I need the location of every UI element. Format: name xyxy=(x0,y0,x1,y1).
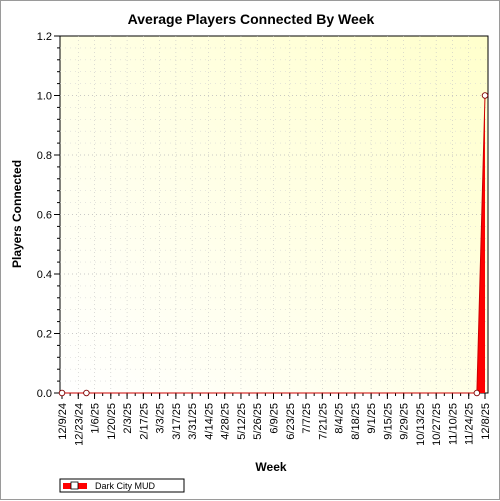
y-tick-label: 0.0 xyxy=(37,388,52,400)
x-tick-label: 3/31/25 xyxy=(187,403,199,440)
x-axis: 12/9/24 12/23/24 1/6/25 1/20/25 2/3/25 2/17/2… xyxy=(57,393,492,446)
x-tick-label: 2/17/25 xyxy=(138,403,150,440)
x-tick-label: 12/8/25 xyxy=(480,403,492,440)
x-tick-label: 2/3/25 xyxy=(122,403,134,434)
x-tick-label: 11/10/25 xyxy=(447,403,459,445)
x-tick-label: 6/23/25 xyxy=(285,403,297,440)
y-tick-label: 0.6 xyxy=(37,210,52,222)
x-tick-label: 1/6/25 xyxy=(90,403,102,434)
y-axis-label: Players Connected xyxy=(10,160,24,268)
y-tick-label: 0.4 xyxy=(37,269,52,281)
x-tick-label: 5/26/25 xyxy=(252,403,264,440)
data-point xyxy=(481,92,489,99)
x-tick-label: 8/18/25 xyxy=(350,403,362,440)
x-tick-label: 7/21/25 xyxy=(317,403,329,440)
x-tick-label: 10/13/25 xyxy=(415,403,427,446)
x-tick-label: 11/24/25 xyxy=(464,403,476,445)
x-tick-label: 3/3/25 xyxy=(155,403,167,434)
y-tick-label: 0.2 xyxy=(37,329,52,341)
x-tick-label: 9/29/25 xyxy=(399,403,411,440)
series-line xyxy=(62,95,486,394)
x-tick-label: 10/27/25 xyxy=(431,403,443,446)
chart-title: Average Players Connected By Week xyxy=(128,11,375,27)
x-tick-label: 3/17/25 xyxy=(171,403,183,440)
y-tick-label: 0.8 xyxy=(37,150,52,162)
legend-entry-label: Dark City MUD xyxy=(95,481,155,491)
x-tick-label: 5/12/25 xyxy=(236,403,248,440)
data-point xyxy=(83,389,90,397)
y-axis: 0.0 0.2 0.4 0.6 0.8 1.0 1.2 xyxy=(37,31,60,400)
legend-marker xyxy=(70,481,79,490)
x-tick-label: 1/20/25 xyxy=(106,403,118,440)
x-tick-label: 12/9/24 xyxy=(57,403,69,440)
x-tick-label: 9/1/25 xyxy=(366,403,378,434)
legend-box xyxy=(59,478,185,493)
x-tick-label: 7/7/25 xyxy=(301,403,313,434)
data-point xyxy=(58,389,66,397)
x-tick-label: 8/4/25 xyxy=(334,403,346,434)
y-tick-label: 1.0 xyxy=(37,91,52,103)
series-group xyxy=(58,92,489,397)
x-tick-label: 4/28/25 xyxy=(220,403,232,440)
x-tick-label: 12/23/24 xyxy=(73,403,85,446)
grid-lines xyxy=(60,36,488,393)
x-axis-label: Week xyxy=(255,460,286,474)
legend: Dark City MUD xyxy=(59,478,185,493)
x-tick-label: 9/15/25 xyxy=(382,403,394,440)
x-tick-label: 6/9/25 xyxy=(269,403,281,434)
data-point xyxy=(473,389,481,397)
y-tick-label: 1.2 xyxy=(37,31,52,43)
x-tick-label: 4/14/25 xyxy=(203,403,215,440)
